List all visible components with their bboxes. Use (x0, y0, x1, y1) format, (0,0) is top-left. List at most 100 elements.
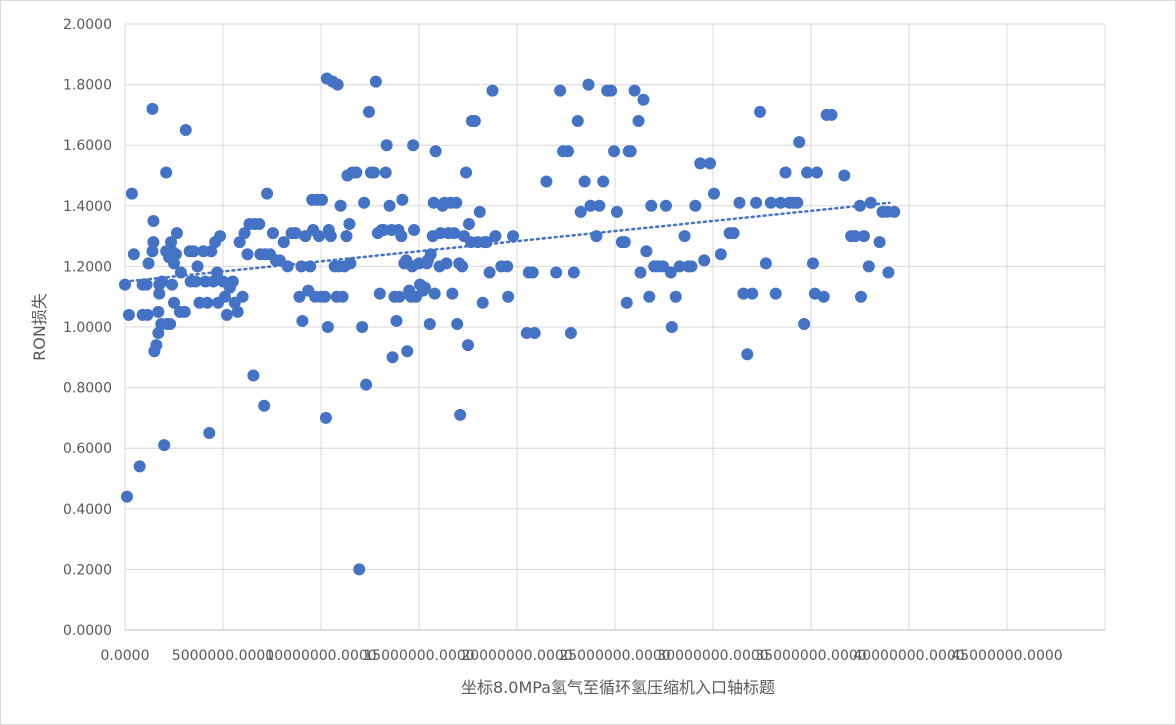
data-point (293, 290, 306, 303)
data-point (304, 260, 317, 273)
data-point (367, 166, 380, 179)
data-point (424, 248, 437, 261)
y-tick-label: 1.2000 (63, 259, 112, 275)
data-point (540, 175, 553, 188)
data-point (247, 369, 260, 382)
data-point (550, 266, 563, 279)
data-point (741, 348, 754, 361)
data-point (146, 245, 159, 258)
data-point (817, 290, 830, 303)
data-point (120, 490, 133, 503)
data-point (214, 230, 227, 243)
data-point (189, 275, 202, 288)
data-point (363, 105, 376, 118)
data-point (207, 275, 220, 288)
data-point (401, 345, 414, 358)
data-point (628, 84, 641, 97)
data-point (429, 145, 442, 158)
data-point (746, 287, 759, 300)
data-point (281, 260, 294, 273)
data-point (618, 236, 631, 249)
data-point (801, 166, 814, 179)
data-point (369, 75, 382, 88)
y-tick-label: 1.4000 (63, 199, 112, 215)
data-point (806, 257, 819, 270)
data-point (241, 248, 254, 261)
data-point (564, 327, 577, 340)
y-tick-label: 0.2000 (63, 562, 112, 578)
data-point (218, 290, 231, 303)
data-point (383, 199, 396, 212)
data-point (318, 290, 331, 303)
trendline (123, 201, 891, 283)
data-point (665, 321, 678, 333)
x-tick-label: 15000000.0000 (363, 648, 474, 664)
data-point (168, 296, 180, 309)
data-point (888, 205, 901, 218)
y-tick-label: 2.0000 (63, 17, 112, 33)
data-point (448, 227, 461, 240)
data-point (168, 257, 180, 270)
data-point (450, 196, 463, 209)
data-point (678, 230, 691, 243)
data-point (669, 290, 682, 303)
data-point (597, 175, 610, 188)
data-point (147, 236, 160, 249)
x-axis-title: 坐标8.0MPa氢气至循环氢压缩机入口轴标题 (461, 678, 775, 697)
x-tick-label: 5000000.0000 (172, 648, 274, 664)
data-point (825, 108, 838, 121)
data-point (344, 257, 357, 270)
data-point (578, 175, 591, 188)
x-tick-label: 20000000.0000 (461, 648, 572, 664)
data-points (119, 72, 901, 576)
data-point (226, 275, 239, 288)
x-tick-label: 10000000.0000 (265, 648, 376, 664)
data-point (462, 339, 474, 352)
data-point (584, 199, 597, 212)
data-point (733, 196, 746, 209)
data-point (624, 145, 637, 158)
data-point (324, 230, 337, 243)
data-point (769, 287, 782, 300)
y-tick-label: 1.6000 (63, 138, 112, 154)
data-point (191, 260, 204, 273)
data-point (166, 278, 179, 291)
data-point (423, 317, 436, 330)
data-point (849, 230, 862, 243)
data-point (634, 266, 647, 279)
data-point (440, 257, 453, 270)
data-point (164, 317, 177, 330)
y-tick-label: 1.8000 (63, 78, 112, 94)
data-point (567, 266, 580, 279)
data-point (358, 196, 371, 209)
y-tick-label: 0.6000 (63, 441, 112, 457)
data-point (158, 439, 171, 452)
data-point (165, 236, 178, 249)
y-tick-label: 1.0000 (63, 320, 112, 336)
data-point (574, 205, 587, 218)
data-point (390, 314, 403, 327)
data-point (694, 157, 707, 170)
data-point (386, 351, 399, 364)
data-point (854, 290, 867, 303)
data-point (714, 248, 727, 261)
data-point (645, 199, 658, 212)
data-point (277, 236, 290, 249)
data-point (528, 327, 541, 340)
data-point (408, 224, 421, 237)
data-point (689, 199, 702, 212)
data-point (468, 114, 481, 127)
data-point (507, 230, 520, 243)
y-tick-label: 0.4000 (63, 502, 112, 518)
data-point (334, 199, 347, 212)
data-point (502, 290, 515, 303)
y-axis-title: RON损失 (30, 293, 49, 361)
data-point (582, 78, 595, 91)
data-point (483, 266, 496, 279)
data-point (664, 266, 677, 279)
data-point (141, 308, 154, 321)
data-point (150, 339, 163, 352)
data-point (737, 287, 750, 300)
data-point (396, 193, 409, 206)
data-point (864, 196, 877, 209)
